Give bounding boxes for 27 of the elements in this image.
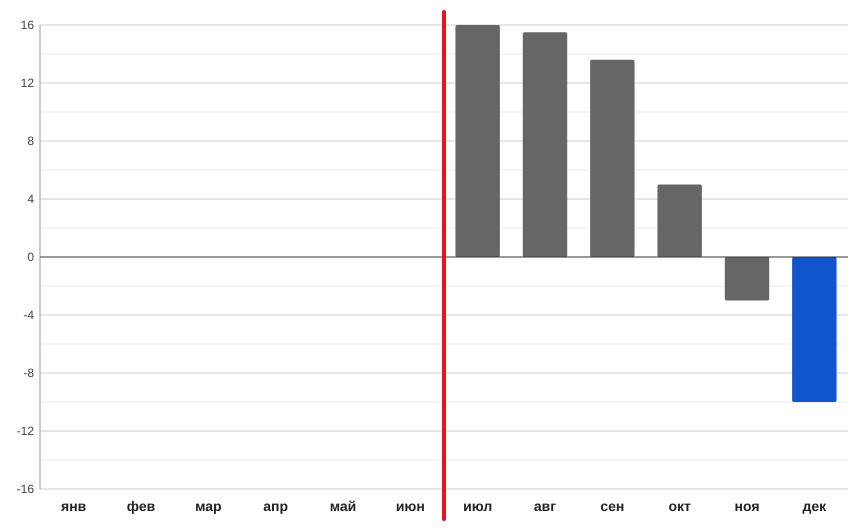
bar (792, 257, 837, 402)
y-tick-label: 0 (27, 250, 34, 264)
x-tick-label: мар (195, 498, 222, 514)
x-tick-label: окт (668, 498, 692, 514)
y-tick-label: -12 (16, 424, 34, 438)
x-tick-label: дек (802, 498, 828, 514)
bar (455, 25, 500, 257)
x-tick-label: фев (126, 498, 156, 514)
y-tick-label: 16 (20, 18, 34, 32)
y-tick-label: 8 (27, 134, 34, 148)
x-tick-label: ноя (734, 498, 760, 514)
bar (657, 184, 702, 257)
bar (590, 60, 635, 257)
x-tick-label: авг (534, 498, 556, 514)
y-tick-label: -8 (23, 366, 34, 380)
y-tick-label: -16 (16, 482, 34, 496)
y-tick-label: 4 (27, 192, 34, 206)
y-tick-label: -4 (23, 308, 34, 322)
x-tick-label: июн (396, 498, 425, 514)
x-tick-label: июл (463, 498, 492, 514)
bar (522, 32, 568, 257)
bar (724, 257, 770, 300)
x-tick-label: сен (600, 498, 624, 514)
y-tick-label: 12 (20, 76, 34, 90)
x-tick-label: май (330, 498, 356, 514)
x-tick-label: апр (263, 498, 288, 514)
x-tick-label: янв (61, 498, 87, 514)
